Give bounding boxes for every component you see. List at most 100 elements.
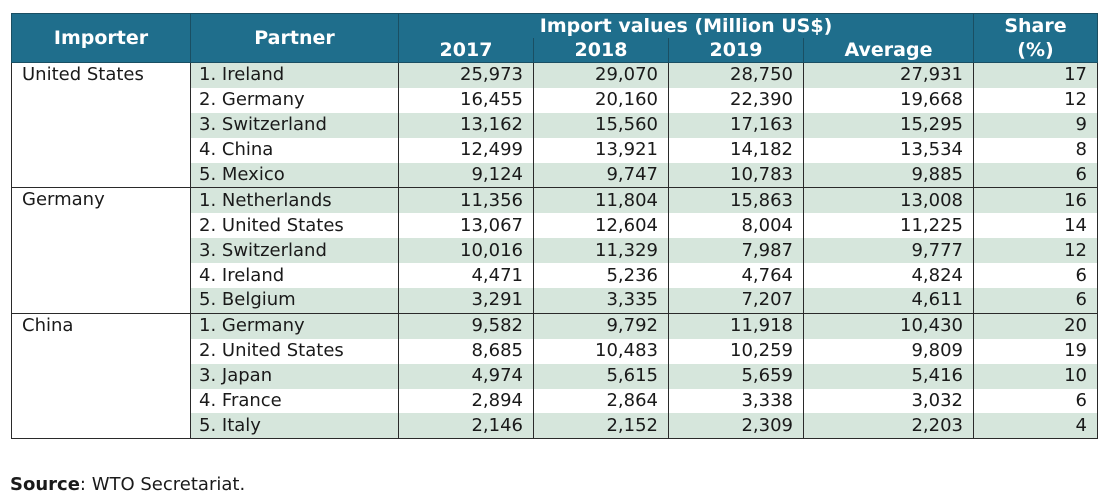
average-cell: 2,203 bbox=[803, 413, 974, 440]
value-2019-cell: 28,750 bbox=[668, 61, 804, 88]
partner-cell: 4. China bbox=[190, 137, 399, 163]
partner-cell: 4. France bbox=[190, 388, 399, 414]
average-cell: 9,777 bbox=[803, 238, 974, 264]
value-2018-cell: 9,792 bbox=[533, 312, 669, 339]
value-2018-cell: 9,747 bbox=[533, 162, 669, 189]
partner-cell: 2. Germany bbox=[190, 87, 399, 113]
share-cell: 19 bbox=[973, 338, 1098, 364]
header-year-2017: 2017 bbox=[398, 38, 534, 63]
value-2017-cell: 13,162 bbox=[398, 112, 534, 138]
value-2017-cell: 9,582 bbox=[398, 312, 534, 339]
average-cell: 10,430 bbox=[803, 312, 974, 339]
average-cell: 11,225 bbox=[803, 213, 974, 239]
average-cell: 27,931 bbox=[803, 61, 974, 88]
average-cell: 15,295 bbox=[803, 112, 974, 138]
header-average: Average bbox=[803, 38, 974, 63]
value-2018-cell: 13,921 bbox=[533, 137, 669, 163]
importer-cell: United States bbox=[11, 61, 191, 188]
import-values-table: Importer Partner Import values (Million … bbox=[11, 13, 1098, 440]
table-row: 4. France 2,894 2,864 3,338 3,032 6 bbox=[12, 388, 1098, 414]
partner-cell: 2. United States bbox=[190, 213, 399, 239]
table-body: United States 1. Ireland 25,973 29,070 28,75… bbox=[11, 61, 1098, 440]
share-cell: 9 bbox=[973, 112, 1098, 138]
value-2018-cell: 12,604 bbox=[533, 213, 669, 239]
value-2018-cell: 3,335 bbox=[533, 288, 669, 314]
partner-cell: 1. Germany bbox=[190, 312, 399, 339]
table-header: Importer Partner Import values (Million … bbox=[11, 13, 1098, 63]
partner-cell: 4. Ireland bbox=[190, 263, 399, 289]
value-2017-cell: 9,124 bbox=[398, 162, 534, 189]
table-row: 5. Mexico 9,124 9,747 10,783 9,885 6 bbox=[12, 162, 1098, 189]
partner-cell: 5. Mexico bbox=[190, 162, 399, 189]
value-2018-cell: 2,864 bbox=[533, 388, 669, 414]
value-2019-cell: 10,259 bbox=[668, 338, 804, 364]
importer-cell: Germany bbox=[11, 187, 191, 314]
partner-cell: 3. Switzerland bbox=[190, 112, 399, 138]
share-cell: 14 bbox=[973, 213, 1098, 239]
table-row: China 1. Germany 9,582 9,792 11,918 10,430 20 bbox=[11, 312, 1098, 439]
header-share-line2: (%) bbox=[973, 38, 1098, 63]
share-cell: 8 bbox=[973, 137, 1098, 163]
share-cell: 12 bbox=[973, 87, 1098, 113]
share-cell: 10 bbox=[973, 363, 1098, 389]
value-2019-cell: 15,863 bbox=[668, 187, 804, 214]
source-colon: : bbox=[79, 474, 92, 495]
average-cell: 3,032 bbox=[803, 388, 974, 414]
value-2018-cell: 15,560 bbox=[533, 112, 669, 138]
table-row: 3. Switzerland 10,016 11,329 7,987 9,777 12 bbox=[12, 238, 1098, 264]
header-importer: Importer bbox=[11, 13, 191, 63]
value-2018-cell: 29,070 bbox=[533, 61, 669, 88]
header-share-line1: Share bbox=[973, 13, 1098, 38]
average-cell: 19,668 bbox=[803, 87, 974, 113]
value-2019-cell: 4,764 bbox=[668, 263, 804, 289]
value-2019-cell: 3,338 bbox=[668, 388, 804, 414]
importer-cell: China bbox=[11, 312, 191, 439]
share-cell: 12 bbox=[973, 238, 1098, 264]
value-2017-cell: 3,291 bbox=[398, 288, 534, 314]
share-cell: 4 bbox=[973, 413, 1098, 440]
source-label: Source bbox=[10, 474, 80, 495]
table-row: 4. Ireland 4,471 5,236 4,764 4,824 6 bbox=[12, 263, 1098, 289]
value-2017-cell: 8,685 bbox=[398, 338, 534, 364]
value-2019-cell: 7,987 bbox=[668, 238, 804, 264]
partner-cell: 3. Switzerland bbox=[190, 238, 399, 264]
partner-cell: 1. Netherlands bbox=[190, 187, 399, 214]
average-cell: 13,534 bbox=[803, 137, 974, 163]
average-cell: 5,416 bbox=[803, 363, 974, 389]
value-2017-cell: 25,973 bbox=[398, 61, 534, 88]
partner-cell: 1. Ireland bbox=[190, 61, 399, 88]
share-cell: 16 bbox=[973, 187, 1098, 214]
source-note: Source: WTO Secretariat. bbox=[10, 474, 245, 495]
value-2019-cell: 11,918 bbox=[668, 312, 804, 339]
partner-cell: 3. Japan bbox=[190, 363, 399, 389]
value-2018-cell: 10,483 bbox=[533, 338, 669, 364]
header-year-2018: 2018 bbox=[533, 38, 669, 63]
value-2017-cell: 2,894 bbox=[398, 388, 534, 414]
table-row: 4. China 12,499 13,921 14,182 13,534 8 bbox=[12, 137, 1098, 163]
table-row: 5. Belgium 3,291 3,335 7,207 4,611 6 bbox=[12, 288, 1098, 314]
value-2019-cell: 10,783 bbox=[668, 162, 804, 189]
value-2018-cell: 11,329 bbox=[533, 238, 669, 264]
value-2019-cell: 17,163 bbox=[668, 112, 804, 138]
table-row: United States 1. Ireland 25,973 29,070 28,75… bbox=[11, 61, 1098, 188]
share-cell: 6 bbox=[973, 388, 1098, 414]
table-row: Germany 1. Netherlands 11,356 11,804 15,863 1… bbox=[11, 187, 1098, 314]
average-cell: 4,824 bbox=[803, 263, 974, 289]
average-cell: 4,611 bbox=[803, 288, 974, 314]
value-2018-cell: 11,804 bbox=[533, 187, 669, 214]
share-cell: 20 bbox=[973, 312, 1098, 339]
value-2018-cell: 20,160 bbox=[533, 87, 669, 113]
table-row: 2. United States 13,067 12,604 8,004 11,225 1… bbox=[12, 213, 1098, 239]
value-2019-cell: 14,182 bbox=[668, 137, 804, 163]
share-cell: 6 bbox=[973, 263, 1098, 289]
value-2017-cell: 2,146 bbox=[398, 413, 534, 440]
value-2017-cell: 10,016 bbox=[398, 238, 534, 264]
header-partner: Partner bbox=[190, 13, 399, 63]
value-2019-cell: 22,390 bbox=[668, 87, 804, 113]
table-row: 2. United States 8,685 10,483 10,259 9,809 19 bbox=[12, 338, 1098, 364]
partner-cell: 5. Belgium bbox=[190, 288, 399, 314]
import-table-container: Importer Partner Import values (Million … bbox=[11, 13, 1098, 440]
average-cell: 9,809 bbox=[803, 338, 974, 364]
value-2018-cell: 5,615 bbox=[533, 363, 669, 389]
table-row: 5. Italy 2,146 2,152 2,309 2,203 4 bbox=[12, 413, 1098, 440]
